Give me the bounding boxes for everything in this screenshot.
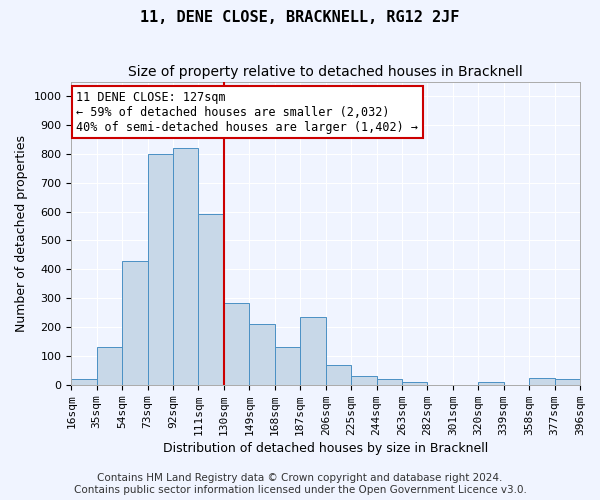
Text: 11, DENE CLOSE, BRACKNELL, RG12 2JF: 11, DENE CLOSE, BRACKNELL, RG12 2JF [140,10,460,25]
Bar [300,317,326,385]
Bar [478,382,503,385]
Text: 11 DENE CLOSE: 127sqm
← 59% of detached houses are smaller (2,032)
40% of semi-d: 11 DENE CLOSE: 127sqm ← 59% of detached … [76,90,418,134]
Bar [199,214,224,385]
Bar [326,364,351,385]
Bar [250,324,275,385]
Bar [71,379,97,385]
Y-axis label: Number of detached properties: Number of detached properties [15,134,28,332]
Bar [97,348,122,385]
Title: Size of property relative to detached houses in Bracknell: Size of property relative to detached ho… [128,65,523,79]
Bar [122,260,148,385]
Bar [351,376,377,385]
Bar [275,348,300,385]
Text: Contains HM Land Registry data © Crown copyright and database right 2024.
Contai: Contains HM Land Registry data © Crown c… [74,474,526,495]
Bar [554,379,580,385]
Bar [173,148,199,385]
Bar [529,378,554,385]
Bar [377,379,402,385]
X-axis label: Distribution of detached houses by size in Bracknell: Distribution of detached houses by size … [163,442,488,455]
Bar [224,302,250,385]
Bar [148,154,173,385]
Bar [402,382,427,385]
